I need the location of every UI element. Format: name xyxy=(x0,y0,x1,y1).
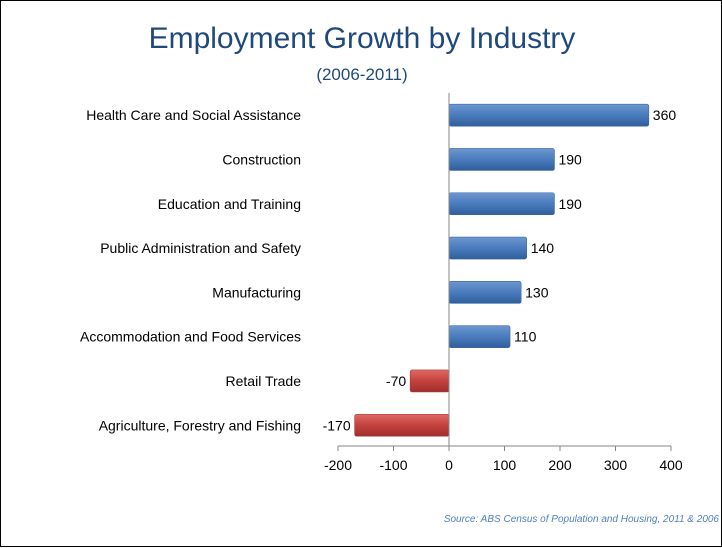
category-label: Agriculture, Forestry and Fishing xyxy=(99,417,301,433)
x-tick-label: -200 xyxy=(324,457,352,473)
bar xyxy=(448,236,527,260)
x-tick-label: 400 xyxy=(659,457,683,473)
x-tick-label: -100 xyxy=(379,457,407,473)
category-label: Education and Training xyxy=(158,196,301,212)
x-tick-label: 300 xyxy=(604,457,628,473)
x-tick-label: 0 xyxy=(445,457,453,473)
category-label: Construction xyxy=(222,151,301,167)
bar xyxy=(448,192,555,216)
data-label: 190 xyxy=(558,151,582,167)
bar xyxy=(448,325,511,348)
bar xyxy=(448,148,555,171)
category-label: Retail Trade xyxy=(226,373,302,389)
data-label: 190 xyxy=(558,196,582,212)
category-label: Accommodation and Food Services xyxy=(80,329,301,345)
data-label: 140 xyxy=(531,240,555,256)
category-label: Health Care and Social Assistance xyxy=(86,107,301,123)
bar xyxy=(448,281,522,304)
data-label: 360 xyxy=(653,107,677,123)
chart-title: Employment Growth by Industry xyxy=(148,22,576,55)
data-label: 110 xyxy=(514,329,537,345)
bar xyxy=(448,103,650,127)
category-label: Manufacturing xyxy=(212,284,301,300)
category-label: Public Administration and Safety xyxy=(100,240,301,256)
data-label: -170 xyxy=(323,417,351,433)
source-note: Source: ABS Census of Population and Hou… xyxy=(443,514,719,525)
chart-subtitle: (2006-2011) xyxy=(316,65,408,84)
x-tick-label: 200 xyxy=(548,457,572,473)
bar xyxy=(354,413,450,437)
data-label: -70 xyxy=(386,373,406,389)
data-label: 130 xyxy=(525,284,549,300)
bar xyxy=(409,369,450,393)
x-tick-label: 100 xyxy=(493,457,517,473)
